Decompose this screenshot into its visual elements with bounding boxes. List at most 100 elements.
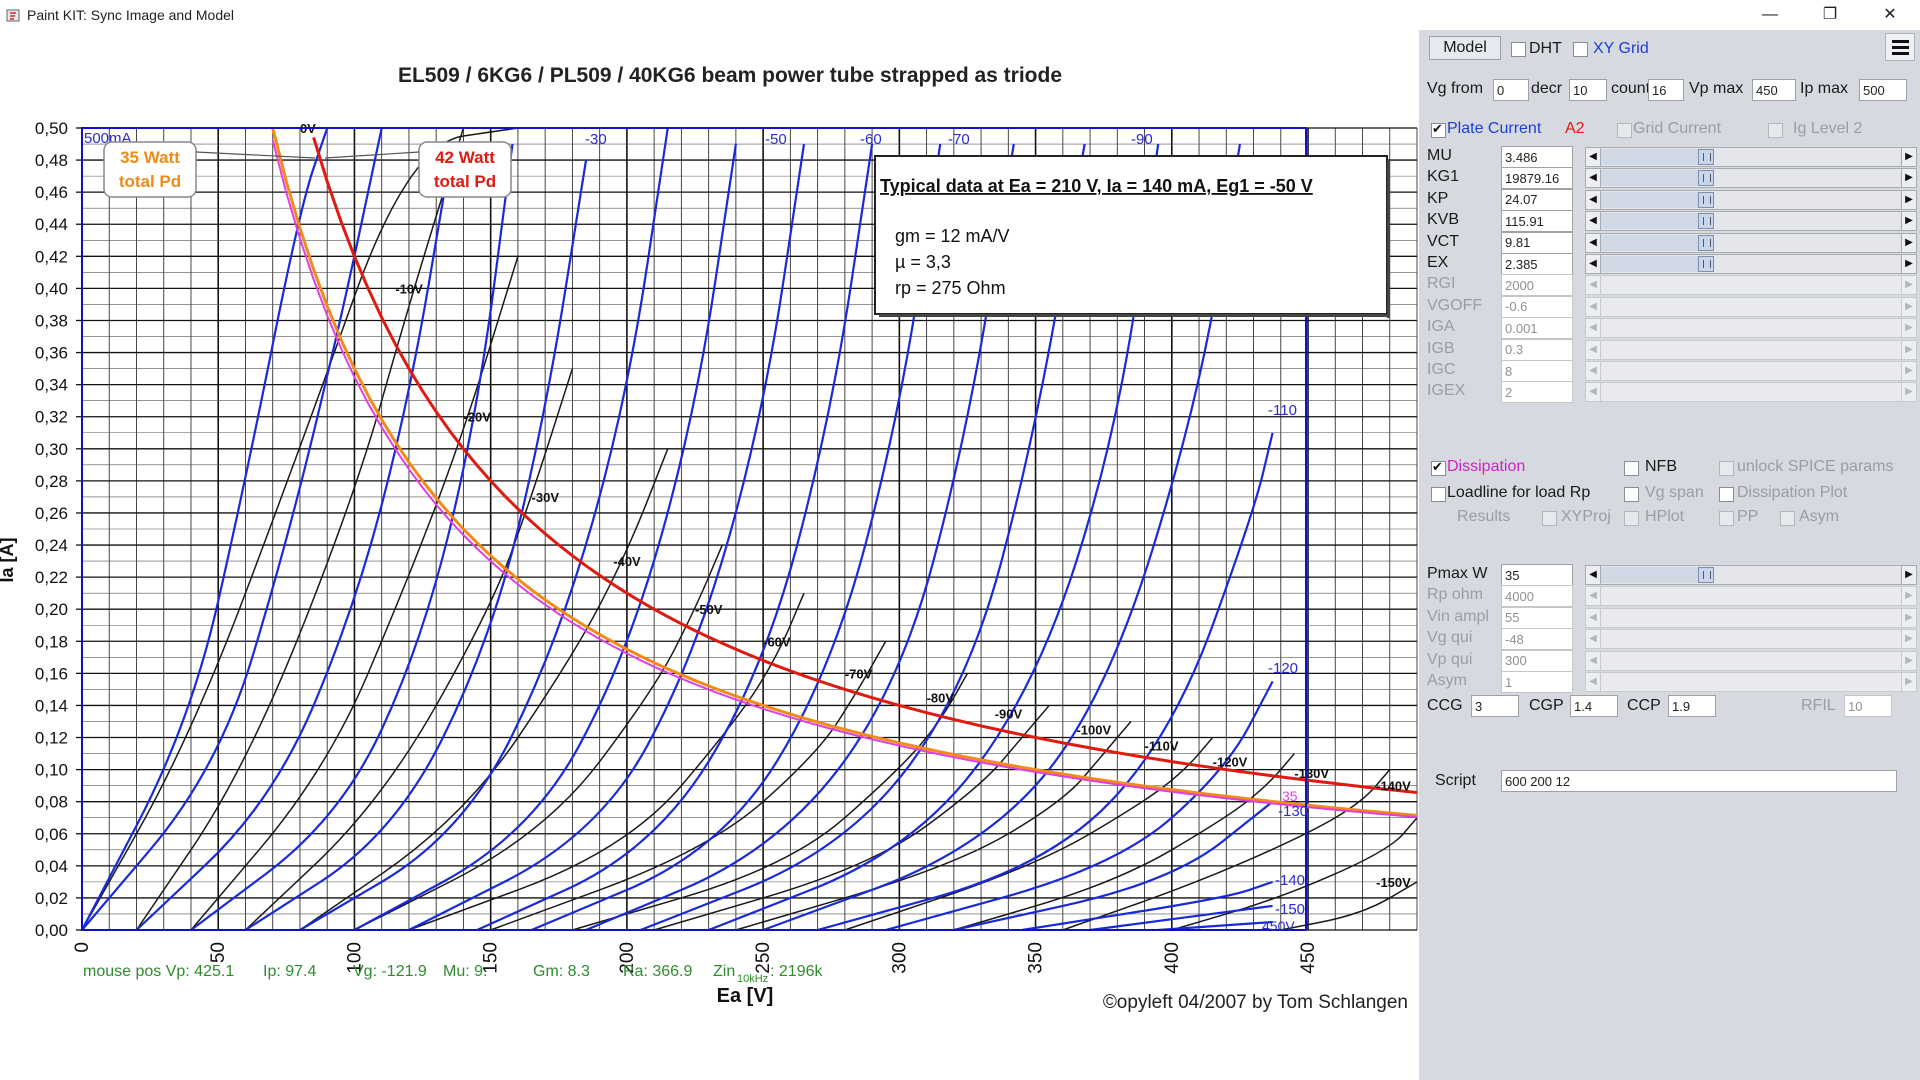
slider-right-arrow-icon[interactable]: ▶ — [1901, 189, 1917, 210]
grid-current-checkbox[interactable] — [1617, 123, 1632, 138]
slider-track[interactable] — [1601, 629, 1901, 650]
hplot-checkbox[interactable] — [1624, 511, 1639, 526]
params-slider[interactable]: ◀ ▶ — [1585, 189, 1917, 210]
vg-span-checkbox[interactable] — [1624, 487, 1639, 502]
slider-thumb[interactable] — [1698, 191, 1714, 208]
xyproj-checkbox[interactable] — [1542, 511, 1557, 526]
load_params-slider[interactable]: ◀ ▶ — [1585, 586, 1917, 607]
rfil-field[interactable] — [1844, 695, 1892, 717]
slider-left-arrow-icon[interactable]: ◀ — [1585, 586, 1601, 607]
params-value-field[interactable] — [1501, 188, 1573, 211]
params-slider[interactable]: ◀ ▶ — [1585, 318, 1917, 339]
slider-right-arrow-icon[interactable]: ▶ — [1901, 650, 1917, 671]
params-value-field[interactable] — [1501, 210, 1573, 233]
count-field[interactable] — [1648, 79, 1684, 101]
script-field[interactable] — [1501, 770, 1897, 792]
slider-track[interactable] — [1601, 586, 1901, 607]
slider-thumb[interactable] — [1698, 256, 1714, 272]
slider-track[interactable] — [1601, 318, 1901, 339]
ip-max-field[interactable] — [1859, 79, 1907, 101]
slider-right-arrow-icon[interactable]: ▶ — [1901, 318, 1917, 339]
load_params-value-field[interactable] — [1501, 564, 1573, 586]
ccp-field[interactable] — [1668, 695, 1716, 717]
decr-field[interactable] — [1569, 79, 1607, 101]
xy-grid-checkbox[interactable] — [1573, 42, 1588, 57]
params-value-field[interactable] — [1501, 317, 1573, 340]
slider-track[interactable] — [1601, 565, 1901, 585]
plate-current-checkbox[interactable] — [1431, 121, 1446, 138]
maximize-button[interactable]: ❐ — [1822, 6, 1838, 23]
vg-from-field[interactable] — [1493, 79, 1529, 101]
slider-thumb[interactable] — [1698, 149, 1714, 165]
slider-thumb[interactable] — [1698, 567, 1714, 583]
close-button[interactable]: ✕ — [1883, 6, 1897, 23]
minimize-button[interactable]: — — [1762, 6, 1778, 23]
slider-left-arrow-icon[interactable]: ◀ — [1585, 565, 1601, 585]
slider-thumb[interactable] — [1698, 234, 1714, 251]
slider-track[interactable] — [1601, 254, 1901, 274]
slider-track[interactable] — [1601, 361, 1901, 381]
model-button[interactable]: Model — [1429, 36, 1501, 60]
params-value-field[interactable] — [1501, 338, 1573, 361]
slider-right-arrow-icon[interactable]: ▶ — [1901, 275, 1917, 296]
dissipation-plot-checkbox[interactable] — [1719, 487, 1734, 502]
slider-track[interactable] — [1601, 189, 1901, 210]
cgp-field[interactable] — [1570, 695, 1618, 717]
slider-thumb[interactable] — [1698, 213, 1714, 230]
slider-right-arrow-icon[interactable]: ▶ — [1901, 361, 1917, 381]
ig-level2-checkbox[interactable] — [1768, 123, 1783, 138]
slider-right-arrow-icon[interactable]: ▶ — [1901, 586, 1917, 607]
slider-left-arrow-icon[interactable]: ◀ — [1585, 629, 1601, 650]
slider-track[interactable] — [1601, 147, 1901, 167]
slider-left-arrow-icon[interactable]: ◀ — [1585, 361, 1601, 381]
params-value-field[interactable] — [1501, 274, 1573, 297]
slider-right-arrow-icon[interactable]: ▶ — [1901, 232, 1917, 253]
slider-right-arrow-icon[interactable]: ▶ — [1901, 382, 1917, 403]
params-value-field[interactable] — [1501, 167, 1573, 190]
slider-thumb[interactable] — [1698, 170, 1714, 187]
slider-right-arrow-icon[interactable]: ▶ — [1901, 254, 1917, 274]
load_params-value-field[interactable] — [1501, 606, 1573, 629]
params-slider[interactable]: ◀ ▶ — [1585, 296, 1917, 317]
params-slider[interactable]: ◀ ▶ — [1585, 339, 1917, 360]
load_params-value-field[interactable] — [1501, 671, 1573, 693]
slider-track[interactable] — [1601, 168, 1901, 189]
params-value-field[interactable] — [1501, 360, 1573, 382]
hamburger-menu-icon[interactable] — [1885, 33, 1915, 61]
slider-left-arrow-icon[interactable]: ◀ — [1585, 318, 1601, 339]
slider-left-arrow-icon[interactable]: ◀ — [1585, 275, 1601, 296]
load_params-slider[interactable]: ◀ ▶ — [1585, 607, 1917, 628]
slider-left-arrow-icon[interactable]: ◀ — [1585, 232, 1601, 253]
pp-checkbox[interactable] — [1719, 511, 1734, 526]
params-slider[interactable]: ◀ ▶ — [1585, 382, 1917, 403]
slider-left-arrow-icon[interactable]: ◀ — [1585, 254, 1601, 274]
slider-track[interactable] — [1601, 296, 1901, 317]
vp-max-field[interactable] — [1752, 79, 1796, 101]
slider-right-arrow-icon[interactable]: ▶ — [1901, 629, 1917, 650]
slider-left-arrow-icon[interactable]: ◀ — [1585, 672, 1601, 692]
slider-left-arrow-icon[interactable]: ◀ — [1585, 339, 1601, 360]
dht-checkbox[interactable] — [1511, 42, 1526, 57]
slider-right-arrow-icon[interactable]: ▶ — [1901, 168, 1917, 189]
slider-left-arrow-icon[interactable]: ◀ — [1585, 211, 1601, 232]
params-slider[interactable]: ◀ ▶ — [1585, 168, 1917, 189]
slider-right-arrow-icon[interactable]: ▶ — [1901, 565, 1917, 585]
slider-right-arrow-icon[interactable]: ▶ — [1901, 296, 1917, 317]
slider-track[interactable] — [1601, 232, 1901, 253]
loadline-checkbox[interactable] — [1431, 487, 1446, 502]
slider-track[interactable] — [1601, 382, 1901, 403]
load_params-slider[interactable]: ◀ ▶ — [1585, 650, 1917, 671]
ccg-field[interactable] — [1471, 695, 1519, 717]
params-slider[interactable]: ◀ ▶ — [1585, 211, 1917, 232]
params-value-field[interactable] — [1501, 146, 1573, 168]
load_params-value-field[interactable] — [1501, 628, 1573, 651]
slider-left-arrow-icon[interactable]: ◀ — [1585, 168, 1601, 189]
nfb-checkbox[interactable] — [1624, 461, 1639, 476]
slider-right-arrow-icon[interactable]: ▶ — [1901, 147, 1917, 167]
slider-right-arrow-icon[interactable]: ▶ — [1901, 339, 1917, 360]
dissipation-checkbox[interactable] — [1431, 459, 1446, 476]
slider-track[interactable] — [1601, 650, 1901, 671]
slider-right-arrow-icon[interactable]: ▶ — [1901, 672, 1917, 692]
params-slider[interactable]: ◀ ▶ — [1585, 361, 1917, 381]
load_params-value-field[interactable] — [1501, 649, 1573, 672]
